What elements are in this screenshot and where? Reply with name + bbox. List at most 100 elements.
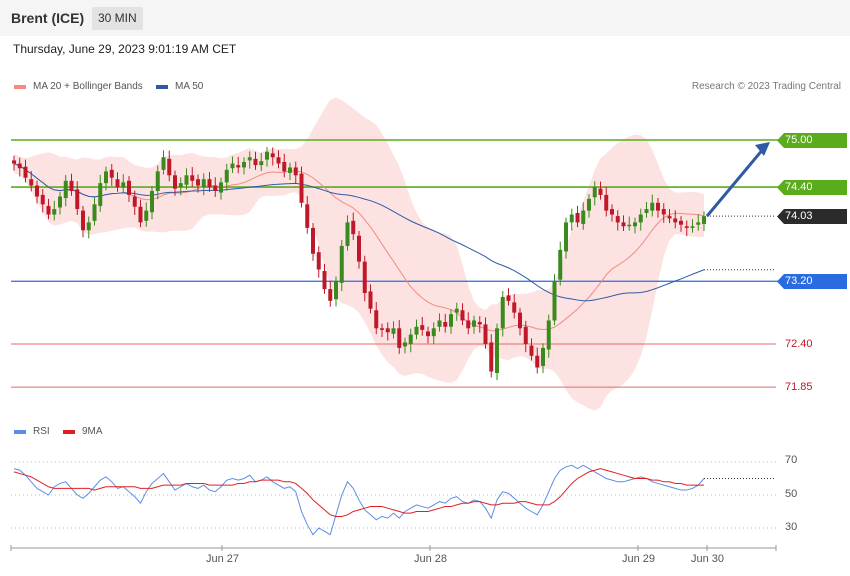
candle-body xyxy=(627,224,632,227)
candle-body xyxy=(207,179,212,188)
candle-body xyxy=(247,157,252,161)
candle-body xyxy=(201,179,206,188)
candle-body xyxy=(328,289,333,301)
target-arrow-head xyxy=(755,142,770,156)
candle-body xyxy=(518,312,522,329)
ma20-swatch xyxy=(14,84,26,89)
candle-body xyxy=(656,202,660,211)
candle-body xyxy=(270,153,275,158)
legend-ma50: MA 50 xyxy=(156,81,203,92)
candle-body xyxy=(144,210,149,221)
candle-body xyxy=(569,214,574,223)
x-label-jun30: Jun 30 xyxy=(691,553,725,565)
target-arrow-shaft xyxy=(705,147,766,218)
candle-body xyxy=(621,222,626,227)
candle-body xyxy=(702,216,706,224)
candle-body xyxy=(500,296,505,329)
level-tag-73-20: 73.20 xyxy=(777,274,847,289)
candle-body xyxy=(443,322,448,327)
timestamp: Thursday, June 29, 2023 9:01:19 AM CET xyxy=(13,42,237,56)
candle-body xyxy=(63,180,68,199)
x-label-jun27: Jun 27 xyxy=(206,553,240,565)
candle-body xyxy=(305,204,310,228)
legend-9ma: 9MA xyxy=(63,426,103,437)
candle-body xyxy=(575,212,580,223)
candle-body xyxy=(265,151,269,160)
legend-ma20-label: MA 20 + Bollinger Bands xyxy=(33,81,143,92)
candle-body xyxy=(391,328,396,334)
candle-body xyxy=(75,189,80,210)
candle-body xyxy=(150,191,154,213)
candle-body xyxy=(466,320,471,329)
credit-text: Research © 2023 Trading Central xyxy=(691,81,841,92)
candle-body xyxy=(489,342,494,372)
candle-body xyxy=(529,345,534,356)
rsi-level-30: 30 xyxy=(785,521,798,533)
candle-body xyxy=(667,216,672,219)
candle-body xyxy=(541,347,545,366)
candle-body xyxy=(592,187,597,198)
x-label-jun28: Jun 28 xyxy=(414,553,448,565)
level-label-71-85: 71.85 xyxy=(785,381,813,393)
chart-header: Brent (ICE) 30 MIN xyxy=(0,0,850,36)
candle-body xyxy=(184,175,189,185)
candle-body xyxy=(650,202,655,211)
candle-body xyxy=(98,183,103,206)
candle-body xyxy=(357,235,361,262)
candle-body xyxy=(684,226,689,228)
rsi-ma9-line xyxy=(13,468,704,517)
candle-body xyxy=(115,179,120,188)
level-label-72-40: 72.40 xyxy=(785,338,813,350)
candle-body xyxy=(178,183,183,188)
rsi-level-50: 50 xyxy=(785,488,798,500)
candle-body xyxy=(46,205,51,215)
candle-body xyxy=(138,206,143,223)
candle-body xyxy=(546,320,551,350)
candle-body xyxy=(132,196,137,207)
candle-body xyxy=(661,209,666,215)
candle-body xyxy=(299,173,304,203)
candle-body xyxy=(345,222,350,246)
9ma-swatch xyxy=(63,429,75,434)
candle-body xyxy=(86,222,91,231)
candle-body xyxy=(224,169,229,183)
candle-body xyxy=(460,310,465,321)
candle-body xyxy=(414,326,419,335)
candle-body xyxy=(276,157,281,164)
candle-body xyxy=(322,271,327,290)
candle-body xyxy=(472,320,476,327)
candle-body xyxy=(638,214,643,223)
candle-body xyxy=(351,220,356,235)
legend-rsi: RSI xyxy=(14,426,50,437)
candle-body xyxy=(213,185,218,191)
timeframe-button[interactable]: 30 MIN xyxy=(92,7,143,30)
candle-body xyxy=(426,331,430,337)
candle-body xyxy=(483,324,488,344)
candle-body xyxy=(92,204,97,221)
candle-body xyxy=(449,314,453,327)
candle-body xyxy=(253,158,258,166)
legend-rsi-label: RSI xyxy=(33,426,50,437)
candle-body xyxy=(397,328,402,348)
candle-body xyxy=(673,218,678,223)
candle-body xyxy=(40,194,45,205)
x-label-jun29: Jun 29 xyxy=(622,553,656,565)
candle-body xyxy=(23,166,28,178)
instrument-title: Brent (ICE) xyxy=(11,10,85,26)
legend-ma50-label: MA 50 xyxy=(175,81,204,92)
candle-body xyxy=(696,222,701,225)
candle-body xyxy=(615,216,620,223)
candle-body xyxy=(196,179,200,186)
candle-body xyxy=(403,342,407,347)
candle-body xyxy=(374,310,379,329)
candle-body xyxy=(564,222,568,252)
candle-body xyxy=(12,160,16,164)
candle-body xyxy=(236,165,241,168)
candle-body xyxy=(293,167,298,176)
level-tag-75-00: 75.00 xyxy=(777,133,847,148)
candle-body xyxy=(29,179,34,186)
candle-body xyxy=(161,157,166,170)
candle-body xyxy=(380,328,384,330)
candle-body xyxy=(52,209,57,215)
